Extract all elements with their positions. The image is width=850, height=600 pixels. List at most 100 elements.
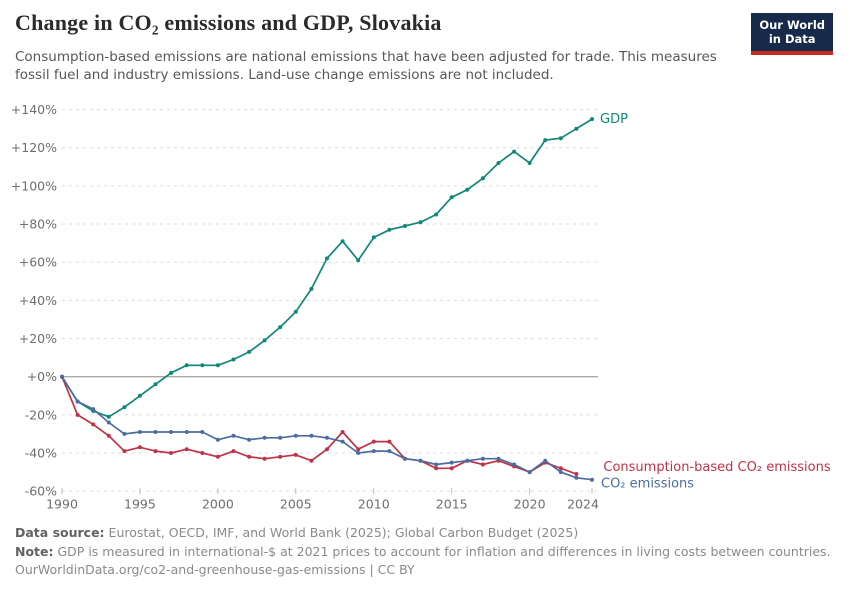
gdp-marker[interactable] [309, 286, 314, 291]
gdp-marker[interactable] [543, 138, 548, 143]
consumption-co2-marker[interactable] [371, 439, 376, 444]
co2-marker[interactable] [106, 420, 111, 425]
co2-marker[interactable] [309, 433, 314, 438]
co2-marker[interactable] [434, 462, 439, 467]
consumption-co2-marker[interactable] [215, 454, 220, 459]
co2-marker[interactable] [200, 430, 205, 434]
co2-marker[interactable] [449, 460, 454, 465]
consumption-co2-marker[interactable] [169, 451, 174, 455]
co2-marker[interactable] [558, 470, 563, 475]
co2-marker[interactable] [387, 449, 392, 454]
gdp-marker[interactable] [325, 256, 329, 261]
co2-marker[interactable] [543, 458, 548, 463]
co2-marker[interactable] [169, 430, 174, 434]
consumption-co2-marker[interactable] [309, 458, 314, 463]
co2-marker[interactable] [465, 458, 470, 463]
consumption-co2-marker[interactable] [293, 452, 298, 457]
co2-marker[interactable] [590, 477, 594, 482]
co2-marker[interactable] [325, 435, 329, 440]
co2-marker[interactable] [340, 439, 345, 444]
consumption-co2-marker[interactable] [122, 449, 127, 454]
gdp-marker[interactable] [387, 227, 392, 232]
gdp-marker[interactable] [122, 405, 127, 410]
consumption-co2-series[interactable]: Consumption-based CO₂ emissions [60, 374, 831, 476]
gdp-marker[interactable] [512, 149, 517, 154]
co2-marker[interactable] [122, 431, 127, 436]
consumption-co2-marker[interactable] [558, 466, 563, 471]
consumption-co2-marker[interactable] [387, 439, 392, 444]
gdp-marker[interactable] [449, 195, 454, 200]
consumption-co2-marker[interactable] [449, 466, 454, 471]
gdp-marker[interactable] [215, 363, 220, 368]
consumption-co2-end-label[interactable]: Consumption-based CO₂ emissions [603, 460, 830, 475]
consumption-co2-marker[interactable] [247, 454, 252, 459]
gdp-marker[interactable] [371, 235, 376, 240]
consumption-co2-marker[interactable] [200, 451, 205, 455]
consumption-co2-marker[interactable] [325, 447, 329, 452]
gdp-marker[interactable] [106, 414, 111, 419]
gdp-series[interactable]: GDP [60, 112, 628, 419]
co2-marker[interactable] [247, 437, 252, 442]
gdp-end-label[interactable]: GDP [600, 112, 628, 127]
consumption-co2-marker[interactable] [231, 449, 236, 454]
co2-marker[interactable] [137, 430, 142, 434]
gdp-marker[interactable] [434, 212, 439, 217]
gdp-marker[interactable] [402, 224, 407, 228]
co2-marker[interactable] [231, 433, 236, 438]
gdp-marker[interactable] [340, 239, 345, 244]
gdp-marker[interactable] [574, 126, 579, 131]
co2-marker[interactable] [60, 374, 64, 379]
gdp-marker[interactable] [137, 393, 142, 398]
co2-marker[interactable] [153, 430, 158, 434]
consumption-co2-marker[interactable] [106, 433, 111, 438]
co2-marker[interactable] [184, 430, 189, 434]
gdp-marker[interactable] [480, 176, 485, 181]
co2-marker[interactable] [418, 458, 423, 463]
co2-marker[interactable] [496, 456, 501, 461]
gdp-marker[interactable] [418, 220, 423, 225]
consumption-co2-marker[interactable] [262, 456, 267, 461]
gdp-marker[interactable] [590, 117, 594, 122]
consumption-co2-marker[interactable] [356, 447, 361, 452]
gdp-marker[interactable] [527, 161, 532, 165]
gdp-marker[interactable] [169, 370, 174, 375]
co2-marker[interactable] [356, 451, 361, 455]
co2-marker[interactable] [75, 399, 80, 404]
consumption-co2-line[interactable] [61, 375, 578, 475]
gdp-marker[interactable] [231, 357, 236, 362]
owid-logo[interactable]: Our World in Data [751, 13, 833, 55]
co2-marker[interactable] [91, 407, 96, 412]
consumption-co2-marker[interactable] [480, 462, 485, 467]
consumption-co2-marker[interactable] [153, 449, 158, 454]
co2-marker[interactable] [512, 462, 517, 467]
co2-marker[interactable] [402, 456, 407, 461]
gdp-marker[interactable] [293, 309, 298, 314]
consumption-co2-marker[interactable] [75, 412, 80, 417]
gdp-marker[interactable] [184, 363, 189, 368]
consumption-co2-marker[interactable] [340, 430, 345, 434]
gdp-marker[interactable] [465, 187, 470, 192]
gdp-marker[interactable] [247, 349, 252, 354]
co2-marker[interactable] [278, 435, 283, 440]
gdp-marker[interactable] [496, 161, 501, 165]
consumption-co2-marker[interactable] [278, 454, 283, 459]
co2-marker[interactable] [480, 456, 485, 461]
co2-marker[interactable] [371, 449, 376, 454]
consumption-co2-marker[interactable] [184, 447, 189, 452]
co2-marker[interactable] [293, 433, 298, 438]
gdp-marker[interactable] [200, 363, 205, 368]
co2-end-label[interactable]: CO₂ emissions [601, 477, 694, 492]
gdp-marker[interactable] [356, 258, 361, 263]
co2-series[interactable]: CO₂ emissions [60, 374, 694, 492]
gdp-marker[interactable] [558, 136, 563, 141]
co2-marker[interactable] [574, 475, 579, 480]
gdp-line[interactable] [61, 118, 593, 418]
co2-marker[interactable] [262, 435, 267, 440]
co2-marker[interactable] [215, 437, 220, 442]
co2-marker[interactable] [527, 470, 532, 475]
consumption-co2-marker[interactable] [574, 472, 579, 476]
consumption-co2-marker[interactable] [434, 466, 439, 471]
gdp-marker[interactable] [153, 382, 158, 387]
gdp-marker[interactable] [262, 338, 267, 343]
consumption-co2-marker[interactable] [137, 445, 142, 450]
